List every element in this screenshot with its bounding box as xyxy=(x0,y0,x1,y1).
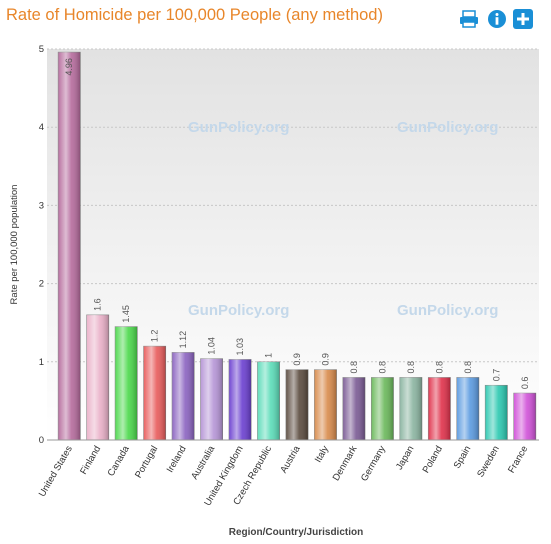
printer-icon[interactable] xyxy=(459,9,479,29)
bar-value-label: 1.04 xyxy=(207,337,217,355)
bar-value-label: 0.9 xyxy=(320,353,330,366)
y-axis-title: Rate per 100,000 population xyxy=(9,185,20,305)
y-tick-label: 4 xyxy=(39,122,44,133)
bar-value-label: 0.9 xyxy=(292,353,302,366)
chart-title: Rate of Homicide per 100,000 People (any… xyxy=(6,6,383,24)
y-tick-label: 3 xyxy=(39,200,44,211)
watermarks: GunPolicy.org GunPolicy.org GunPolicy.or… xyxy=(188,119,498,319)
bar[interactable] xyxy=(143,345,167,441)
bar[interactable] xyxy=(171,352,195,441)
bar-value-label: 1.6 xyxy=(93,298,103,311)
bar[interactable] xyxy=(342,377,366,441)
bar[interactable] xyxy=(513,392,537,441)
bar-value-label: 1 xyxy=(264,353,274,358)
bar[interactable] xyxy=(314,369,337,441)
bar-value-label: 0.7 xyxy=(491,369,501,382)
watermark-3: GunPolicy.org xyxy=(188,302,289,319)
info-icon[interactable] xyxy=(487,9,507,29)
bar-value-label: 0.6 xyxy=(520,377,530,390)
category-label: United States xyxy=(37,444,75,499)
watermark-4: GunPolicy.org xyxy=(397,302,498,319)
category-label: France xyxy=(506,444,530,475)
bar[interactable] xyxy=(114,326,138,441)
x-axis-labels: United States Finland Canada Portugal Irelan… xyxy=(37,443,531,508)
category-label: Spain xyxy=(452,444,474,471)
bar[interactable] xyxy=(456,377,480,441)
category-label: Germany xyxy=(359,444,388,484)
category-label: Sweden xyxy=(475,444,502,479)
y-tick-label: 5 xyxy=(39,44,44,55)
bar[interactable] xyxy=(371,377,394,441)
y-tick-label: 2 xyxy=(39,279,44,290)
bar[interactable] xyxy=(399,377,423,441)
bar[interactable] xyxy=(200,358,223,441)
bar-value-label: 1.03 xyxy=(235,338,245,356)
bar[interactable] xyxy=(86,314,110,441)
category-label: Austria xyxy=(278,443,303,475)
bar[interactable] xyxy=(228,359,252,441)
bar-value-label: 1.12 xyxy=(178,331,188,349)
y-tick-label: 0 xyxy=(39,435,44,446)
bar[interactable] xyxy=(427,377,451,441)
bar[interactable] xyxy=(57,51,81,441)
bar-value-label: 1.45 xyxy=(121,305,131,323)
plus-icon[interactable] xyxy=(513,9,533,29)
watermark-1: GunPolicy.org xyxy=(188,119,289,136)
bar-value-label: 4.96 xyxy=(64,58,74,76)
bar[interactable] xyxy=(285,369,309,441)
category-label: Canada xyxy=(106,443,133,478)
category-label: Australia xyxy=(189,443,217,481)
bar-value-label: 0.8 xyxy=(463,361,473,374)
x-axis-title: Region/Country/Jurisdiction xyxy=(229,527,363,538)
bar-value-label: 0.8 xyxy=(434,361,444,374)
bar-value-label: 0.8 xyxy=(349,361,359,374)
bar-value-label: 0.8 xyxy=(377,361,387,374)
category-label: Denmark xyxy=(331,444,360,483)
category-label: Japan xyxy=(394,444,416,472)
bar-value-label: 0.8 xyxy=(406,361,416,374)
y-axis-ticks: 0 1 2 3 4 5 xyxy=(39,44,44,446)
watermark-2: GunPolicy.org xyxy=(397,119,498,136)
y-tick-label: 1 xyxy=(39,357,44,368)
category-label: Ireland xyxy=(165,444,189,475)
bar[interactable] xyxy=(484,384,508,441)
category-label: Italy xyxy=(313,444,331,465)
bar[interactable] xyxy=(257,361,280,441)
category-label: Finland xyxy=(78,444,103,476)
category-label: Portugal xyxy=(133,444,160,480)
bar-value-label: 1.2 xyxy=(150,330,160,343)
category-label: Poland xyxy=(421,444,445,475)
